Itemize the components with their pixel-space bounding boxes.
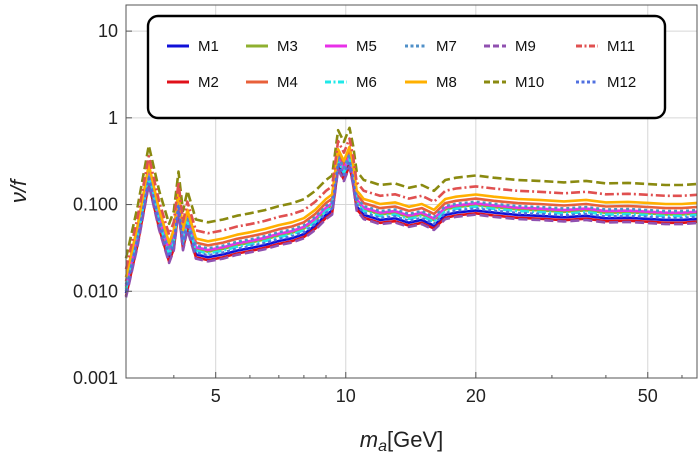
series-line-m2 [124, 164, 698, 297]
y-tick-label: 1 [108, 108, 118, 128]
legend: M1 M2 M3 M4 M5 M6 M7 M8 M9 M10 M11 M12 [146, 14, 667, 120]
y-tick-label: 0.001 [73, 368, 118, 388]
y-tick-label: 10 [98, 21, 118, 41]
legend-label: M4 [277, 74, 298, 91]
legend-item-m11: M11 [576, 38, 635, 55]
legend-label: M12 [607, 74, 636, 91]
legend-label: M3 [277, 38, 298, 55]
x-tick-label: 20 [466, 386, 486, 406]
legend-item-m2: M2 [167, 74, 219, 91]
series-line-m12 [124, 159, 698, 292]
ticks: 5 10 20 50 10 1 0.100 0.010 0.001 [73, 21, 683, 406]
series-line-m7 [124, 152, 698, 285]
legend-item-m5: M5 [325, 38, 377, 55]
legend-label: M10 [515, 74, 544, 91]
plot-frame [125, 4, 698, 379]
legend-label: M6 [356, 74, 377, 91]
plot-lines [124, 126, 698, 298]
legend-label: M11 [607, 38, 635, 55]
y-tick-label: 0.100 [73, 195, 118, 215]
legend-label: M5 [356, 38, 377, 55]
series-line-m8 [124, 145, 698, 278]
legend-label: M9 [515, 38, 536, 55]
legend-label: M8 [436, 74, 457, 91]
legend-item-m4: M4 [246, 74, 298, 91]
x-tick-label: 50 [638, 386, 658, 406]
legend-label: M7 [436, 38, 457, 55]
x-axis-label: ma[GeV] [360, 427, 443, 455]
legend-item-m3: M3 [246, 38, 298, 55]
legend-item-m8: M8 [405, 74, 457, 91]
y-tick-label: 0.010 [73, 281, 118, 301]
series-line-m11 [124, 137, 698, 270]
legend-label: M2 [198, 74, 219, 91]
legend-item-m7: M7 [405, 38, 457, 55]
legend-item-m9: M9 [484, 38, 536, 55]
legend-item-m6: M6 [325, 74, 377, 91]
x-tick-label: 5 [211, 386, 221, 406]
x-tick-label: 10 [336, 386, 356, 406]
legend-box [146, 14, 667, 120]
series-line-m10 [124, 126, 698, 259]
legend-item-m12: M12 [576, 74, 636, 91]
legend-label: M1 [198, 38, 219, 55]
y-axis-label: ν/f [6, 177, 31, 203]
legend-item-m10: M10 [484, 74, 544, 91]
legend-item-m1: M1 [167, 38, 219, 55]
